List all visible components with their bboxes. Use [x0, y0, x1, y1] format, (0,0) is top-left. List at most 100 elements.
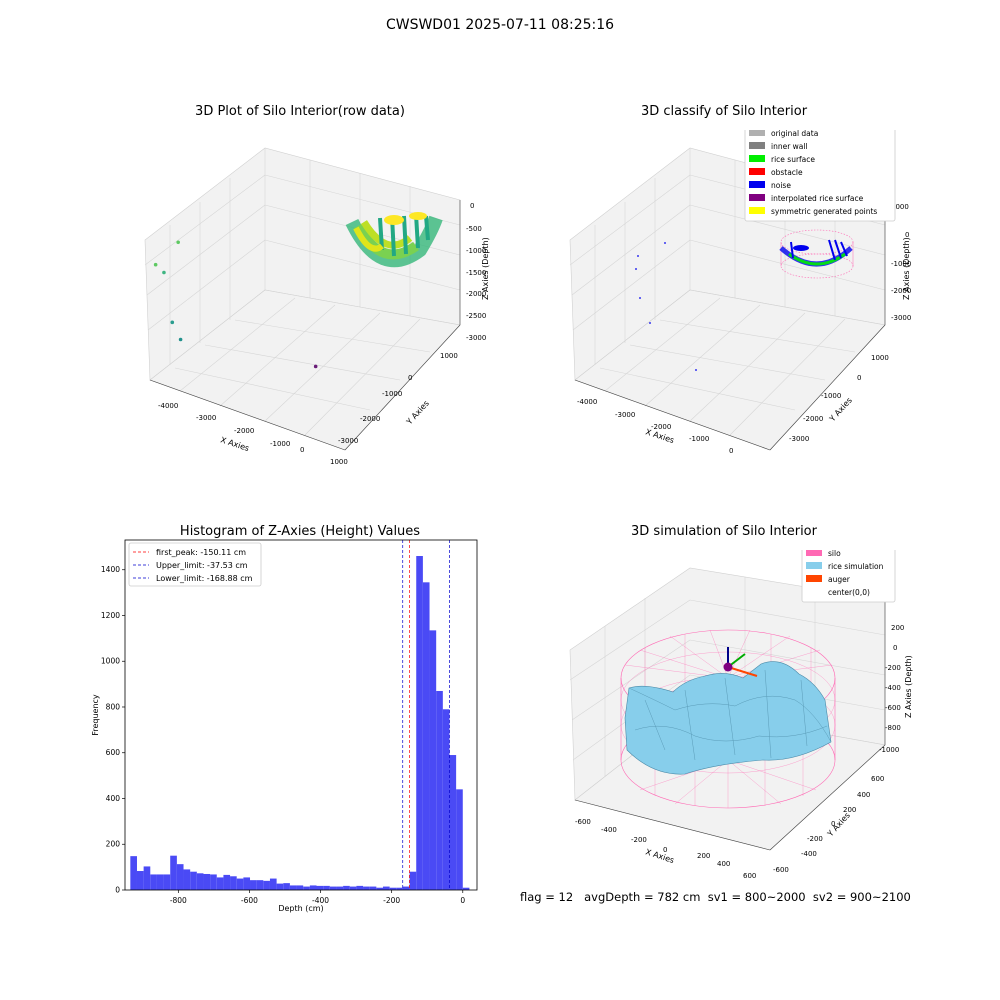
p4-xtick: -200: [631, 836, 647, 844]
legend-swatch: [806, 562, 822, 569]
histogram-bar: [223, 874, 231, 890]
p4-ytick: 600: [871, 775, 884, 783]
p2-xtick: -3000: [615, 411, 635, 419]
histogram-bar: [462, 887, 470, 890]
panel-1-3d-scatter: -4000 -3000 -2000 -1000 0 1000 1000 0 -1…: [144, 147, 490, 466]
histogram-bar: [329, 886, 337, 890]
histogram-bar: [369, 886, 377, 890]
scatter-point: [176, 240, 180, 245]
p4-ytick: -200: [807, 835, 823, 843]
legend-swatch: [806, 550, 822, 556]
y-tick-label: 1000: [101, 657, 120, 666]
histogram-bar: [422, 582, 430, 890]
p4-ztick: -600: [885, 704, 901, 712]
x-tick-label: -200: [383, 896, 400, 905]
y-tick-label: 600: [106, 748, 121, 757]
histogram-bar: [343, 885, 350, 890]
scatter-point: [313, 364, 318, 369]
p4-xtick: 0: [663, 846, 667, 854]
histogram-bar: [256, 880, 264, 890]
p1-ytick: -3000: [338, 437, 358, 445]
p4-xtick: 400: [717, 860, 730, 868]
histogram-bar: [210, 874, 217, 890]
x-tick-label: 0: [460, 896, 465, 905]
p1-xtick: 0: [300, 446, 304, 454]
histogram-bar: [263, 880, 270, 890]
p2-ytick: 0: [857, 374, 861, 382]
p2-xtick: -2000: [651, 423, 671, 431]
histogram-bar: [230, 876, 237, 890]
p1-ylabel: Y Axies: [404, 399, 431, 427]
y-tick-label: 0: [115, 886, 120, 895]
legend-swatch: [749, 181, 765, 188]
histogram-bar: [130, 856, 137, 890]
p4-xtick: 200: [697, 852, 710, 860]
p4-ytick: 0: [831, 820, 835, 828]
legend-label: interpolated rice surface: [771, 194, 864, 203]
hist-ylabel: Frequency: [91, 694, 100, 736]
p1-xtick: 1000: [330, 458, 348, 466]
p2-ztick: 0: [905, 231, 909, 239]
p1-ztick: -500: [466, 225, 482, 233]
legend-label: symmetric generated points: [771, 207, 877, 216]
histogram-bar: [382, 886, 390, 890]
p4-ztick: -1000: [879, 746, 899, 754]
scatter-point: [162, 270, 166, 275]
legend-label: obstacle: [771, 168, 803, 177]
legend-label: rice simulation: [828, 562, 884, 571]
legend-swatch: [749, 142, 765, 149]
p4-ztick: 0: [893, 644, 897, 652]
p4-ylabel: Y Axies: [825, 811, 852, 839]
histogram-bar: [203, 873, 211, 890]
p2-ztick: -2000: [891, 287, 911, 295]
y-tick-label: 200: [106, 840, 121, 849]
histogram-bar: [289, 885, 297, 890]
scatter-point: [153, 262, 158, 267]
histogram-bar: [349, 886, 357, 890]
p4-rice-surface: [624, 661, 832, 775]
histogram-bar: [216, 877, 224, 890]
scatter-point: [170, 320, 175, 325]
histogram-bar: [170, 855, 177, 890]
panel-4-title: 3D simulation of Silo Interior: [631, 524, 817, 539]
histogram-bar: [389, 887, 397, 890]
p4-xtick: -400: [601, 826, 617, 834]
legend-label: first_peak: -150.11 cm: [156, 548, 246, 557]
legend-swatch: [749, 130, 765, 136]
p2-xtick: 0: [729, 447, 733, 455]
p1-ytick: 0: [408, 374, 412, 382]
status-line: flag = 12 avgDepth = 782 cm sv1 = 800~20…: [520, 890, 911, 904]
legend-label: auger: [828, 575, 851, 584]
histogram-bar: [303, 886, 310, 890]
histogram-bar: [429, 630, 437, 890]
histogram-bar: [156, 874, 164, 890]
legend-label: original data: [771, 130, 818, 138]
x-tick-label: -600: [241, 896, 258, 905]
histogram-bar: [402, 886, 410, 890]
p2-classified-cloud: [779, 229, 854, 279]
histogram-bar: [196, 873, 204, 890]
legend-label: silo: [828, 550, 841, 558]
panel-2-3d-classify: -4000 -3000 -2000 -1000 0 1000 0 -1000 -…: [569, 130, 911, 455]
p4-xlabel: X Axies: [644, 847, 675, 865]
p2-xtick: -1000: [689, 435, 709, 443]
p2-ztick: -1000: [891, 260, 911, 268]
p2-zlabel: Z Axies (Depth): [902, 237, 911, 300]
histogram-bar: [376, 887, 383, 890]
histogram-bar: [409, 871, 417, 890]
histogram-bar: [336, 886, 344, 890]
p4-ztick: -200: [885, 664, 901, 672]
p4-zlabel: Z Axies (Depth): [904, 655, 913, 718]
histogram-bar: [363, 886, 370, 890]
p2-ztick: 1000: [891, 203, 909, 211]
p4-ztick: 200: [891, 624, 904, 632]
p2-ztick: -3000: [891, 314, 911, 322]
p1-ztick: -2500: [466, 312, 486, 320]
legend-swatch: [749, 194, 765, 201]
legend-label: Upper_limit: -37.53 cm: [156, 561, 248, 570]
histogram-bar: [176, 864, 184, 890]
histogram-bar: [309, 885, 317, 890]
p2-legend: original data inner wall rice surface obsta…: [744, 130, 896, 222]
histogram-bar: [276, 883, 284, 890]
histogram-bar: [143, 866, 151, 890]
